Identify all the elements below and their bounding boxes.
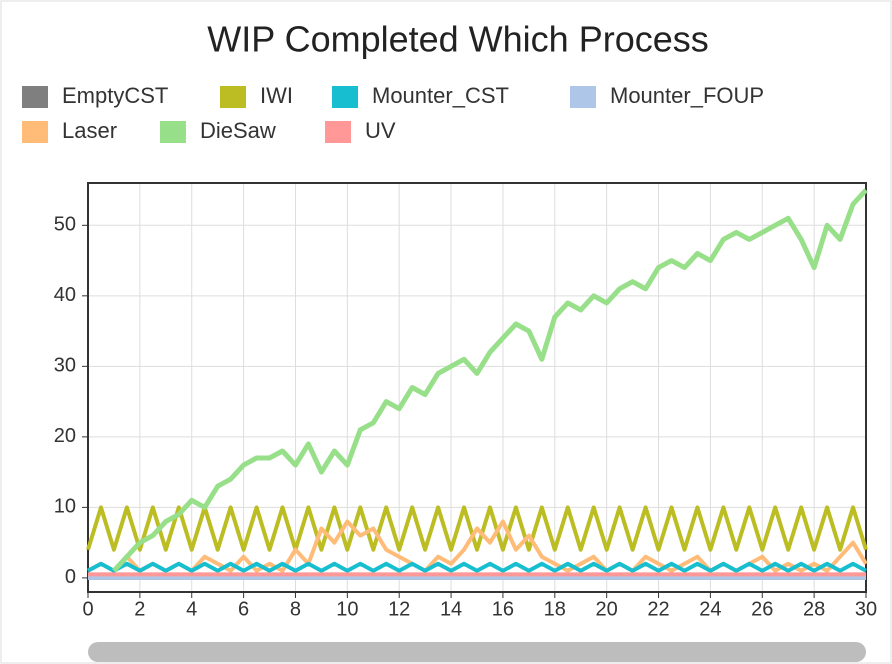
x-tick-label: 4 xyxy=(186,598,197,620)
x-tick-label: 20 xyxy=(596,598,618,620)
series-line xyxy=(112,188,868,573)
x-tick-label: 28 xyxy=(803,598,825,620)
series-line xyxy=(86,505,868,552)
plot-border xyxy=(87,182,867,593)
y-tick-label: 0 xyxy=(65,566,76,588)
legend-label: Mounter_CST xyxy=(372,83,509,108)
legend-swatch xyxy=(160,121,186,143)
x-tick-label: 8 xyxy=(290,598,301,620)
x-tick-label: 6 xyxy=(238,598,249,620)
x-tick-label: 10 xyxy=(336,598,358,620)
x-tick-label: 12 xyxy=(388,598,410,620)
y-tick-label: 40 xyxy=(54,284,76,306)
legend-label: Laser xyxy=(62,118,117,143)
scrollbar[interactable] xyxy=(88,642,866,662)
x-tick-label: 14 xyxy=(440,598,462,620)
x-tick-label: 2 xyxy=(134,598,145,620)
x-tick-label: 0 xyxy=(82,598,93,620)
legend-swatch xyxy=(22,86,48,108)
legend-swatch xyxy=(22,121,48,143)
y-tick-label: 30 xyxy=(54,355,76,377)
x-tick-label: 22 xyxy=(647,598,669,620)
x-tick-label: 30 xyxy=(855,598,877,620)
legend-swatch xyxy=(332,86,358,108)
legend-label: IWI xyxy=(260,83,293,108)
legend-swatch xyxy=(220,86,246,108)
legend-swatch xyxy=(325,121,351,143)
x-tick-label: 18 xyxy=(544,598,566,620)
legend-label: DieSaw xyxy=(200,118,276,143)
legend-label: EmptyCST xyxy=(62,83,168,108)
y-tick-label: 10 xyxy=(54,496,76,518)
x-tick-label: 24 xyxy=(699,598,721,620)
y-tick-label: 50 xyxy=(54,214,76,236)
y-tick-label: 20 xyxy=(54,425,76,447)
legend-label: Mounter_FOUP xyxy=(610,83,764,108)
legend-label: UV xyxy=(365,118,396,143)
series-line xyxy=(87,561,867,573)
legend-swatch xyxy=(570,86,596,108)
x-tick-label: 16 xyxy=(492,598,514,620)
x-tick-label: 26 xyxy=(751,598,773,620)
chart-title: WIP Completed Which Process xyxy=(207,19,709,60)
